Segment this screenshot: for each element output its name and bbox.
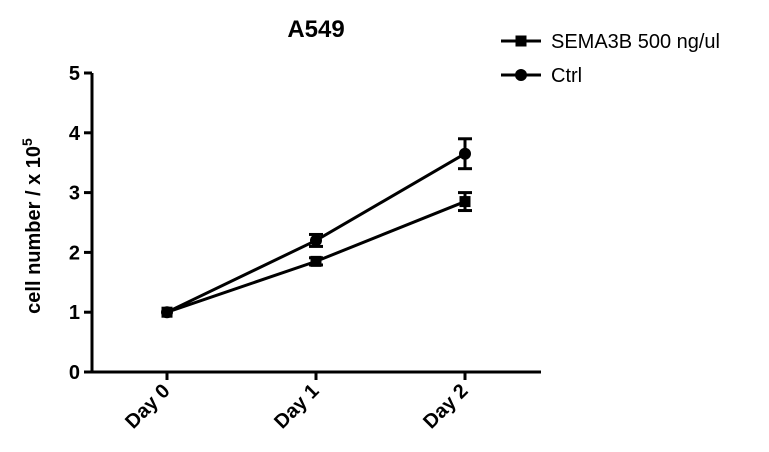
data-point — [310, 255, 322, 267]
data-point — [459, 147, 471, 160]
y-axis-label-main: cell number / x 10 — [23, 146, 45, 314]
series-1 — [161, 137, 472, 319]
axis-ticks: 0 1 2 3 4 5 Day 0 Day 1 Day 2 — [69, 63, 473, 433]
x-tick-label: Day 2 — [419, 380, 472, 433]
axes — [90, 73, 541, 374]
data-point — [161, 306, 173, 319]
legend-label: Ctrl — [551, 65, 582, 87]
y-tick-label: 5 — [69, 63, 80, 85]
y-axis-label-exponent: 5 — [19, 138, 35, 146]
series-0 — [161, 191, 472, 318]
legend-item-1: Ctrl — [501, 65, 582, 87]
x-tick-label: Day 1 — [270, 380, 323, 433]
y-tick-label: 4 — [69, 123, 81, 145]
data-point — [310, 234, 322, 247]
legend-marker — [515, 69, 527, 81]
series-layer — [161, 137, 472, 319]
legend-marker — [515, 35, 527, 47]
y-axis-label: cell number / x 105 — [19, 138, 45, 314]
x-tick-label: Day 0 — [121, 380, 174, 433]
legend-item-0: SEMA3B 500 ng/ul — [501, 31, 720, 53]
y-tick-label: 2 — [69, 242, 80, 264]
y-tick-label: 1 — [69, 302, 80, 324]
legend: SEMA3B 500 ng/ul Ctrl — [501, 31, 720, 87]
data-point — [459, 196, 471, 208]
chart-title: A549 — [287, 16, 344, 43]
y-tick-label: 3 — [69, 183, 80, 205]
y-tick-label: 0 — [69, 362, 80, 384]
legend-label: SEMA3B 500 ng/ul — [551, 31, 720, 53]
